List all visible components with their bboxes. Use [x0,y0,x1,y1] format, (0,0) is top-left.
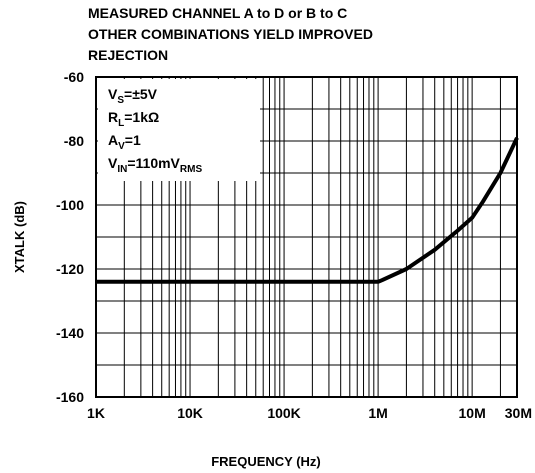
x-axis-label: FREQUENCY (Hz) [211,454,321,469]
x-tick-label: 10K [177,405,203,421]
y-tick-label: -140 [56,325,84,341]
conditions-box: VS=±5V RL=1kΩ AV=1 VIN=110mVRMS [98,79,260,181]
y-tick-label: -160 [56,389,84,405]
tick-labels: 1K 10K 100K 1M 10M 30M -60 -80 -100 -120 -140 -160 [56,69,532,421]
x-tick-label: 10M [459,405,486,421]
x-tick-label: 1M [368,405,387,421]
y-tick-label: -120 [56,261,84,277]
condition-line: VIN=110mVRMS [108,155,202,175]
y-axis-label: XTALK (dB) [12,201,27,273]
xtalk-curve [96,136,519,284]
x-tick-label: 30M [505,405,532,421]
chart-title-line-3: REJECTION [88,47,168,63]
chart-title-line-1: MEASURED CHANNEL A to D or B to C [88,5,347,21]
plot-frame [95,76,518,398]
y-tick-label: -100 [56,197,84,213]
condition-line: AV=1 [108,132,141,152]
chart-title-line-2: OTHER COMBINATIONS YIELD IMPROVED [88,26,373,42]
condition-line: RL=1kΩ [108,109,159,129]
conditions-background [98,79,260,181]
y-tick-label: -80 [64,133,84,149]
y-tick-label: -60 [64,69,84,85]
x-tick-label: 1K [87,405,105,421]
condition-line: VS=±5V [108,86,158,106]
chart-title: MEASURED CHANNEL A to D or B to C OTHER … [88,5,373,63]
x-tick-label: 100K [267,405,300,421]
